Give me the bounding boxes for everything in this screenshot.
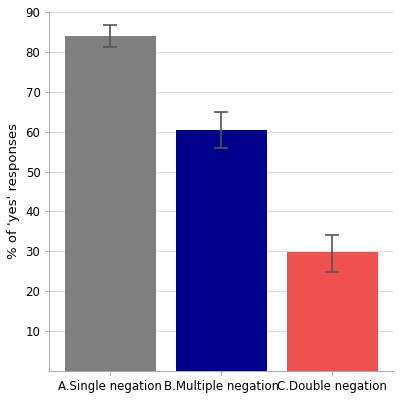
Bar <box>65 36 156 371</box>
Bar <box>287 252 378 371</box>
Y-axis label: % of 'yes' responses: % of 'yes' responses <box>7 124 20 260</box>
Bar <box>176 130 267 371</box>
